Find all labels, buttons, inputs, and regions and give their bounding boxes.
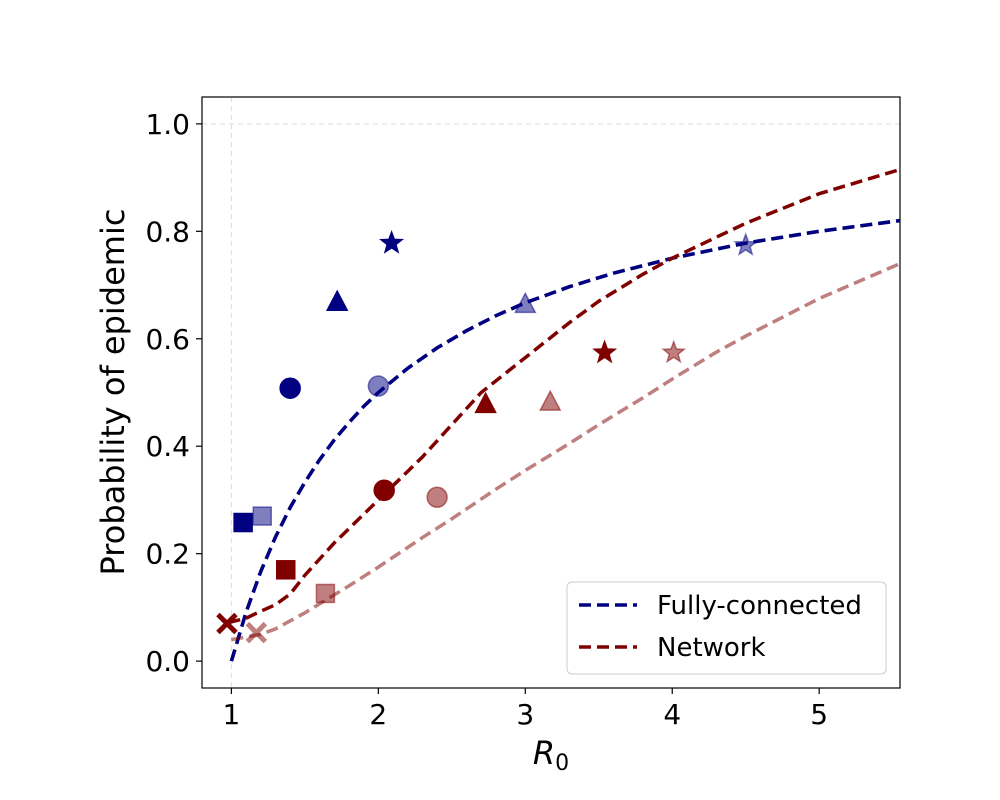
marker-triangle-11 [474,391,497,414]
x-tick-label-3: 4 [663,698,681,731]
marker-x-8 [216,612,238,635]
x-axis-ticks: 1 2 3 4 5 [222,688,828,731]
legend-label-network: Network [657,633,766,663]
marker-star-17 [661,339,687,364]
y-axis-label: Probability of epidemic [94,209,132,576]
marker-triangle-6 [514,291,537,314]
legend-label-fully-connected: Fully-connected [657,591,862,621]
x-axis-label: R0 [533,734,569,776]
y-tick-label-5: 1.0 [145,108,190,141]
marker-circle-5 [367,375,390,397]
marker-star-12 [592,339,618,364]
x-tick-label-0: 1 [222,698,240,731]
curve-group [228,167,901,662]
y-tick-label-0: 0.0 [145,645,190,678]
y-tick-label-2: 0.4 [145,430,190,463]
y-tick-label-4: 0.8 [145,215,190,248]
x-axis-label-subscript: 0 [555,751,569,776]
curve-2 [228,167,901,625]
marker-circle-1 [279,377,301,399]
marker-square-0 [233,512,253,533]
marker-group [216,229,759,644]
curve-1 [229,218,901,662]
marker-triangle-2 [325,289,349,311]
x-axis-label-base: R [533,734,555,772]
marker-x-13 [245,621,268,644]
marker-square-4 [252,506,272,526]
marker-triangle-16 [539,389,562,411]
x-tick-label-2: 3 [516,698,534,731]
legend: Fully-connected Network [566,581,887,675]
marker-star-3 [379,229,405,254]
marker-circle-15 [426,486,448,509]
marker-square-9 [276,560,296,580]
legend-box [566,581,887,675]
x-tick-label-1: 2 [369,698,387,731]
plot-frame [201,96,901,689]
marker-square-14 [315,583,336,604]
y-axis-ticks: 0.0 0.2 0.4 0.6 0.8 1.0 [145,108,202,678]
marker-star-7 [733,232,759,256]
x-tick-label-4: 5 [810,698,828,731]
curve-3 [231,261,901,642]
y-tick-label-1: 0.2 [145,538,190,571]
marker-circle-10 [373,479,395,502]
y-tick-label-3: 0.6 [145,323,190,356]
